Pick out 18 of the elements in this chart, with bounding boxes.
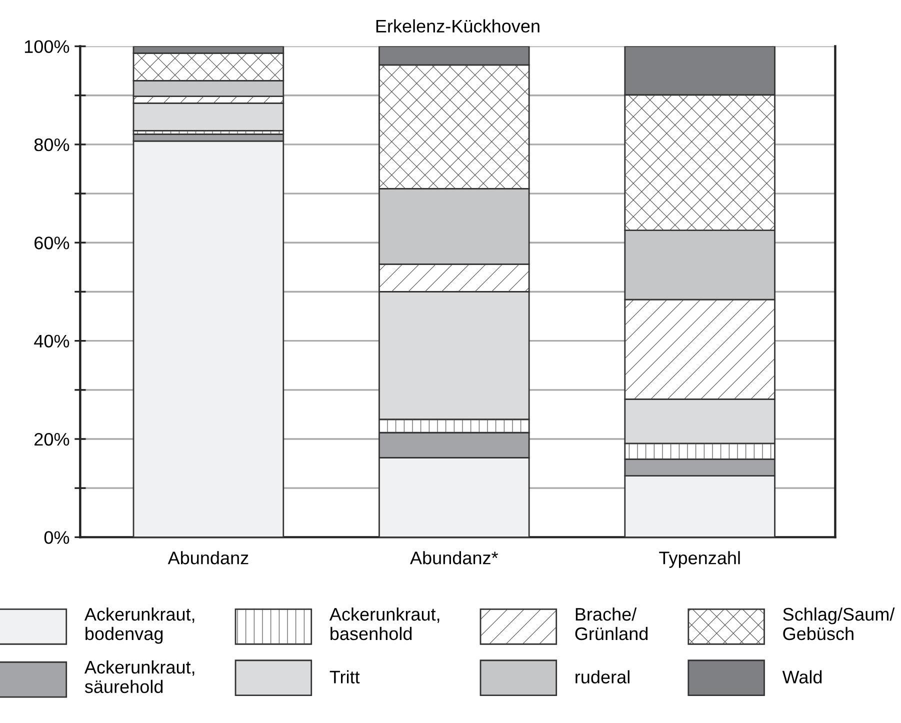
x-tick-label: Typenzahl bbox=[659, 551, 740, 568]
y-tick-label: 100% bbox=[24, 40, 70, 53]
legend-label: Ackerunkraut, basenhold bbox=[329, 607, 440, 640]
y-tick-label: 80% bbox=[34, 138, 70, 152]
legend-label: Schlag/Saum/ Gebüsch bbox=[783, 607, 895, 640]
legend-label: Brache/ Grünland bbox=[575, 607, 648, 640]
x-tick-label: Abundanz* bbox=[410, 551, 498, 564]
x-tick-label: Abundanz bbox=[168, 551, 248, 564]
y-tick-label: 20% bbox=[34, 432, 70, 446]
legend-label: Ackerunkraut, säurehold bbox=[84, 660, 194, 694]
y-tick-label: 40% bbox=[34, 334, 70, 348]
legend-label: Tritt bbox=[330, 670, 360, 684]
chart-title: Erkelenz-Kückhoven bbox=[376, 19, 540, 33]
legend-label: Wald bbox=[782, 670, 822, 684]
legend-label: ruderal bbox=[576, 670, 630, 684]
y-tick-label: 60% bbox=[34, 236, 70, 250]
y-tick-label: 0% bbox=[44, 531, 70, 544]
legend-label: Ackerunkraut, bodenvag bbox=[84, 607, 194, 644]
